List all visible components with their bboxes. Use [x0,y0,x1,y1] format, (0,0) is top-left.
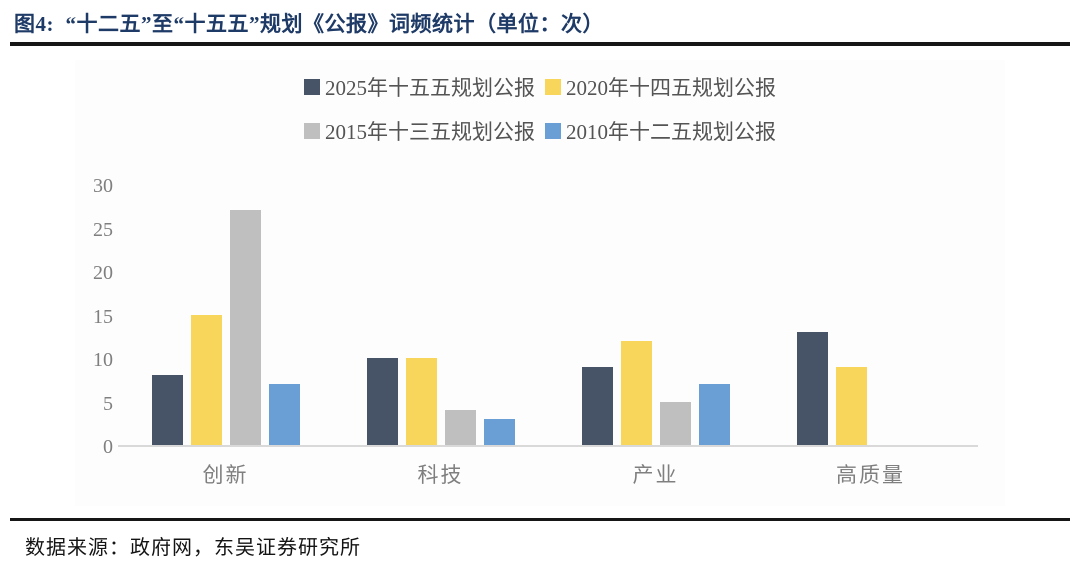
title-separator-line [10,42,1070,46]
category-label: 创新 [202,463,249,487]
legend-label: 2015年十三五规划公报 [325,120,535,144]
chart-panel: 2025年十五五规划公报 2020年十四五规划公报 2015年十三五规划公报 2010… [75,60,1005,506]
footer-separator-line [10,518,1070,521]
bar [659,401,691,445]
y-axis: 0 5 10 15 20 25 30 [75,60,113,506]
bar [698,384,730,445]
category-label: 产业 [632,463,679,487]
bar [268,384,300,445]
y-axis-tick-label: 30 [93,175,113,197]
y-axis-tick-label: 20 [93,262,113,284]
y-axis-tick-label: 15 [93,305,113,328]
data-source-caption: 数据来源：政府网，东吴证券研究所 [25,537,361,559]
x-axis-category-labels: 创新 科技 产业 高质量 [118,459,978,489]
bar [405,358,437,445]
bar [835,366,867,445]
bar [581,366,613,445]
bar [796,331,828,445]
legend-swatch-icon [304,79,320,95]
category-label: 科技 [417,463,464,487]
legend-swatch-icon [304,123,320,139]
legend-item: 2020年十四五规划公报 [545,72,776,102]
legend-label: 2020年十四五规划公报 [566,76,776,100]
y-axis-tick-label: 5 [103,392,113,415]
bar [151,375,183,445]
legend-row: 2025年十五五规划公报 2020年十四五规划公报 [75,72,1005,102]
y-axis-tick-label: 0 [103,436,113,458]
legend-swatch-icon [545,79,561,95]
bar [620,340,652,445]
bar-group-4 [763,186,978,445]
bar-group-2 [333,186,548,445]
legend-item: 2015年十三五规划公报 [304,116,535,146]
bar [229,210,261,445]
bar-group-3 [548,186,763,445]
bar-group-1 [118,186,333,445]
bar [190,314,222,445]
legend-item: 2010年十二五规划公报 [545,116,776,146]
legend-label: 2025年十五五规划公报 [325,76,535,100]
chart-legend: 2025年十五五规划公报 2020年十四五规划公报 2015年十三五规划公报 2010… [75,72,1005,160]
legend-row: 2015年十三五规划公报 2010年十二五规划公报 [75,116,1005,146]
legend-swatch-icon [545,123,561,139]
legend-item: 2025年十五五规划公报 [304,72,535,102]
category-label: 高质量 [836,463,905,487]
y-axis-tick-label: 25 [93,218,113,241]
bar [366,358,398,445]
plot-area [118,186,978,447]
y-axis-tick-label: 10 [93,349,113,371]
bar [483,418,515,445]
legend-label: 2010年十二五规划公报 [566,120,776,144]
bar [444,410,476,445]
figure-title: 图4: “十二五”至“十五五”规划《公报》词频统计（单位：次） [14,12,604,36]
